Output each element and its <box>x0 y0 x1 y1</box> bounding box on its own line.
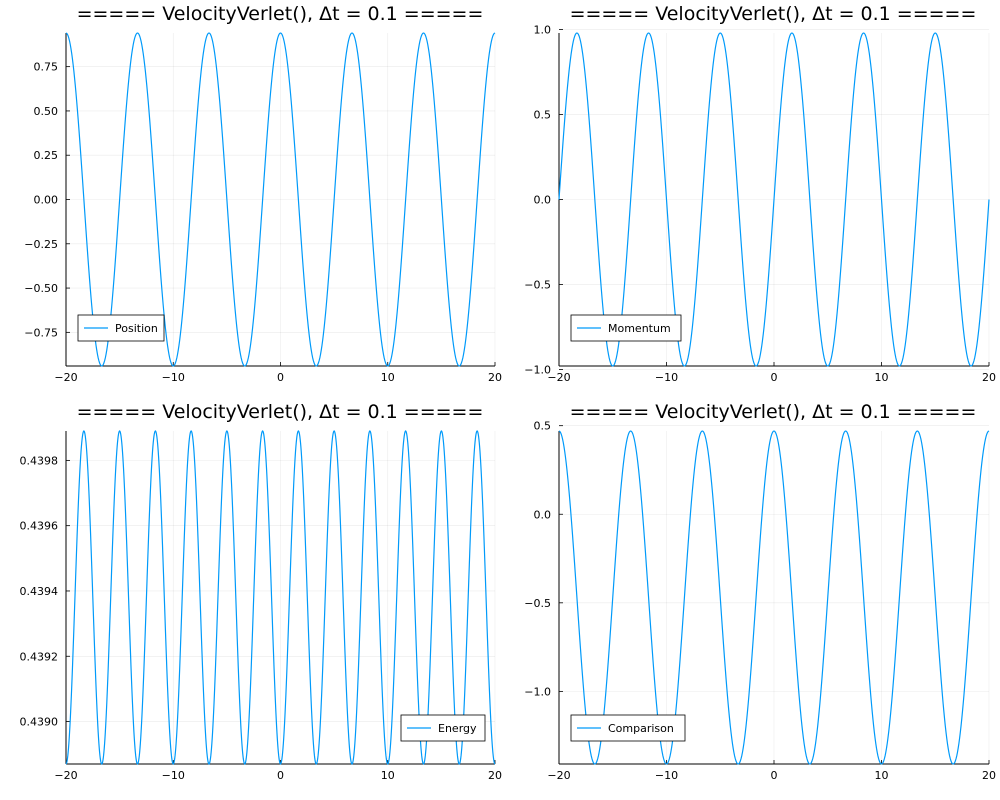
x-tick-label: 20 <box>982 371 996 384</box>
legend-label: Momentum <box>608 322 671 335</box>
legend-label: Energy <box>438 722 477 735</box>
y-tick-label: −0.5 <box>524 278 551 291</box>
x-tick-label: 10 <box>381 769 395 782</box>
series-line-comparison <box>558 430 990 765</box>
subplot-1: ===== VelocityVerlet(), Δt = 0.1 ===== −2… <box>24 3 502 384</box>
y-tick-label: 0.0 <box>534 194 552 207</box>
subplot-4: ===== VelocityVerlet(), Δt = 0.1 ===== −2… <box>524 401 996 782</box>
y-tick-label: 0.50 <box>34 105 59 118</box>
y-tick-label: 0.5 <box>534 109 552 122</box>
y-tick-label: −1.0 <box>524 363 551 376</box>
x-tick-label: 20 <box>488 371 502 384</box>
series-line-energy <box>65 430 496 765</box>
y-tick-label: −0.75 <box>24 326 58 339</box>
legend: Position <box>77 314 165 342</box>
y-tick-label: 0.0 <box>534 508 552 521</box>
y-tick-label: 0.4392 <box>20 650 59 663</box>
series-line-position <box>65 32 496 367</box>
y-tick-label: −0.25 <box>24 238 58 251</box>
x-tick-label: 0 <box>771 371 778 384</box>
y-tick-label: 0.25 <box>34 149 59 162</box>
y-tick-label: −0.50 <box>24 282 58 295</box>
x-tick-label: 10 <box>875 769 889 782</box>
plot-title: ===== VelocityVerlet(), Δt = 0.1 ===== <box>77 401 484 423</box>
legend: Energy <box>400 714 486 742</box>
x-tick-label: −20 <box>54 371 77 384</box>
x-tick-label: −20 <box>547 769 570 782</box>
x-tick-label: 0 <box>771 769 778 782</box>
x-tick-label: 20 <box>982 769 996 782</box>
x-tick-label: −10 <box>162 769 185 782</box>
x-tick-label: −20 <box>547 371 570 384</box>
y-tick-label: 0.4394 <box>20 585 59 598</box>
legend: Momentum <box>570 314 682 342</box>
y-tick-label: −0.5 <box>524 597 551 610</box>
x-tick-label: −20 <box>54 769 77 782</box>
subplot-2: ===== VelocityVerlet(), Δt = 0.1 ===== −2… <box>524 3 996 384</box>
x-tick-label: 10 <box>381 371 395 384</box>
plot-title: ===== VelocityVerlet(), Δt = 0.1 ===== <box>570 401 977 423</box>
y-tick-label: 0.75 <box>34 61 59 74</box>
x-tick-label: −10 <box>655 769 678 782</box>
subplot-3: ===== VelocityVerlet(), Δt = 0.1 ===== −2… <box>20 401 503 782</box>
legend-label: Position <box>115 322 158 335</box>
series-line-momentum <box>558 32 990 367</box>
y-tick-label: 0.00 <box>34 194 59 207</box>
x-tick-label: −10 <box>655 371 678 384</box>
x-tick-label: 0 <box>277 769 284 782</box>
legend-label: Comparison <box>608 722 674 735</box>
x-tick-label: 20 <box>488 769 502 782</box>
y-tick-label: 0.4396 <box>20 520 59 533</box>
y-tick-label: 0.4390 <box>20 716 59 729</box>
y-tick-label: 0.5 <box>534 420 552 433</box>
y-tick-label: 1.0 <box>534 24 552 37</box>
x-tick-label: −10 <box>162 371 185 384</box>
x-tick-label: 0 <box>277 371 284 384</box>
plot-title: ===== VelocityVerlet(), Δt = 0.1 ===== <box>77 3 484 25</box>
x-tick-label: 10 <box>875 371 889 384</box>
y-tick-label: −1.0 <box>524 685 551 698</box>
legend: Comparison <box>570 714 686 742</box>
plot-title: ===== VelocityVerlet(), Δt = 0.1 ===== <box>570 3 977 25</box>
y-tick-label: 0.4398 <box>20 454 59 467</box>
